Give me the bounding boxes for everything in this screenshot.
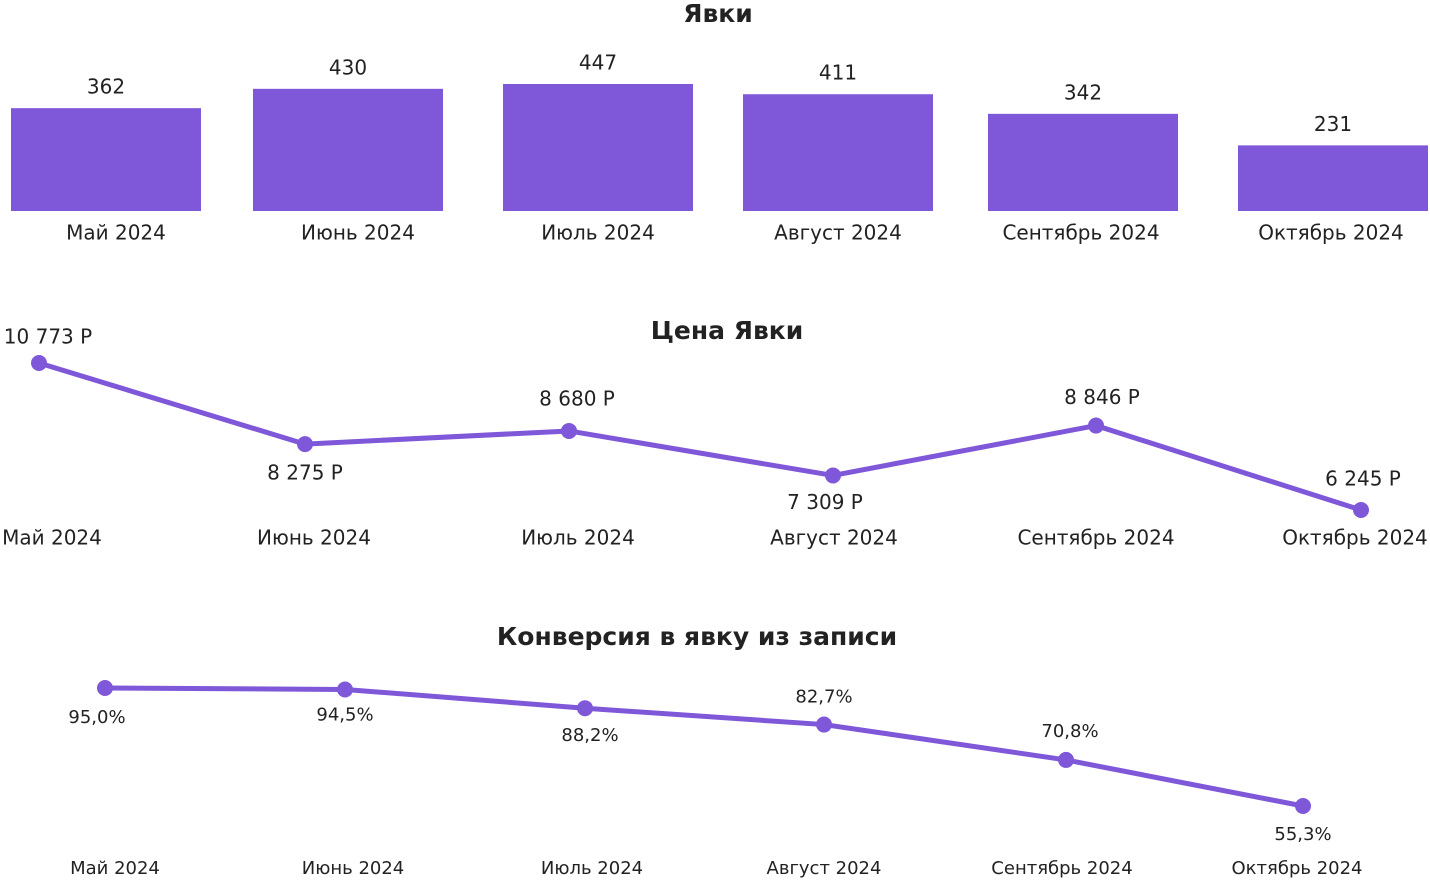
chart-title: Конверсия в явку из записи [497,622,897,651]
value-label: 10 773 Р [4,325,92,349]
value-label: 362 [87,75,125,99]
x-tick-label: Май 2024 [2,526,102,550]
value-label: 55,3% [1274,824,1331,845]
x-tick-label: Сентябрь 2024 [1017,526,1174,550]
chart-title: Цена Явки [651,316,804,345]
value-label: 342 [1064,80,1102,104]
x-tick-label: Октябрь 2024 [1231,858,1362,879]
value-label: 430 [329,55,367,79]
x-tick-label: Май 2024 [66,221,166,245]
value-label: 6 245 Р [1325,467,1401,491]
value-label: 447 [579,51,617,75]
point [816,716,832,733]
x-tick-label: Август 2024 [767,858,882,879]
chart-title: Явки [683,0,753,28]
value-label: 8 275 Р [267,461,343,485]
x-tick-label: Июль 2024 [541,221,655,245]
point [1088,417,1104,434]
x-tick-label: Октябрь 2024 [1282,526,1428,550]
x-tick-label: Июнь 2024 [302,858,405,879]
value-label: 82,7% [795,687,852,708]
bar [253,88,443,211]
x-tick-label: Август 2024 [770,526,898,550]
bar [988,113,1178,211]
x-tick-label: Июль 2024 [521,526,635,550]
point [825,467,841,484]
x-tick-label: Август 2024 [774,221,902,245]
point [1058,751,1074,768]
point [337,681,353,698]
point [1353,502,1369,518]
bar [11,108,201,211]
x-tick-label: Сентябрь 2024 [991,858,1132,879]
line [104,685,1304,809]
point [31,355,47,371]
value-label: 70,8% [1041,721,1098,742]
x-tick-label: Май 2024 [70,858,160,879]
x-tick-label: Июль 2024 [541,858,643,879]
point [561,422,577,439]
value-label: 7 309 Р [787,490,863,514]
value-label: 94,5% [316,704,373,725]
point [1295,798,1311,814]
bar [1238,145,1428,211]
point [97,680,113,696]
value-label: 8 846 Р [1064,385,1140,409]
bar [503,84,693,211]
x-tick-label: Июнь 2024 [257,526,371,550]
value-label: 411 [819,61,857,85]
value-label: 95,0% [68,707,125,728]
x-tick-label: Сентябрь 2024 [1002,221,1159,245]
point [577,700,593,717]
value-label: 8 680 Р [539,386,615,410]
value-label: 231 [1314,112,1352,136]
bar [743,94,933,211]
point [297,436,313,453]
x-tick-label: Июнь 2024 [301,221,415,245]
value-label: 88,2% [561,725,618,746]
x-tick-label: Октябрь 2024 [1258,221,1404,245]
line [38,360,1362,513]
